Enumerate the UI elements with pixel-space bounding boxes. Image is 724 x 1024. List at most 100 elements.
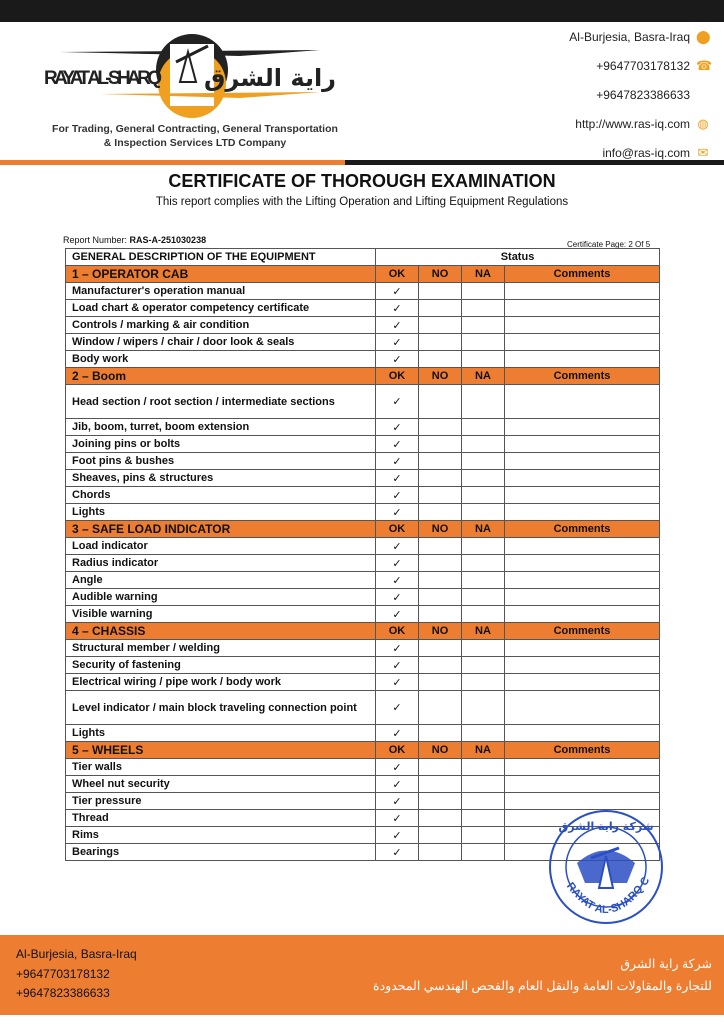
na-cell bbox=[461, 418, 505, 436]
col-header-no: NO bbox=[418, 367, 462, 385]
item-description: Structural member / welding bbox=[65, 639, 376, 657]
table-row: Wheel nut security ✓ bbox=[65, 775, 660, 793]
table-row: Lights ✓ bbox=[65, 503, 660, 521]
top-bar bbox=[0, 0, 724, 22]
na-cell bbox=[461, 843, 505, 861]
item-description: Radius indicator bbox=[65, 554, 376, 572]
ok-check-icon: ✓ bbox=[375, 843, 419, 861]
ok-check-icon: ✓ bbox=[375, 452, 419, 470]
comments-cell bbox=[504, 418, 660, 436]
ok-check-icon: ✓ bbox=[375, 554, 419, 572]
col-header-no: NO bbox=[418, 265, 462, 283]
table-row: Head section / root section / intermedia… bbox=[65, 384, 660, 419]
ok-check-icon: ✓ bbox=[375, 316, 419, 334]
item-description: Window / wipers / chair / door look & se… bbox=[65, 333, 376, 351]
header-rule-dark bbox=[345, 160, 724, 165]
ok-check-icon: ✓ bbox=[375, 486, 419, 504]
item-description: Tier pressure bbox=[65, 792, 376, 810]
status-header: Status bbox=[375, 248, 660, 266]
report-number-label: Report Number: bbox=[63, 235, 130, 245]
na-cell bbox=[461, 724, 505, 742]
item-description: Tier walls bbox=[65, 758, 376, 776]
comments-cell bbox=[504, 435, 660, 453]
no-cell bbox=[418, 418, 462, 436]
item-description: Jib, boom, turret, boom extension bbox=[65, 418, 376, 436]
col-header-na: NA bbox=[461, 265, 505, 283]
col-header-ok: OK bbox=[375, 367, 419, 385]
website-link[interactable]: http://www.ras-iq.com bbox=[575, 116, 690, 131]
ok-check-icon: ✓ bbox=[375, 690, 419, 725]
company-stamp: RAYAT AL-SHARQ Co. شركة راية الشرق bbox=[547, 808, 663, 924]
na-cell bbox=[461, 333, 505, 351]
no-cell bbox=[418, 282, 462, 300]
ok-check-icon: ✓ bbox=[375, 724, 419, 742]
footer-phone-1: +9647703178132 bbox=[16, 966, 110, 981]
item-description: Head section / root section / intermedia… bbox=[65, 384, 376, 419]
item-description: Sheaves, pins & structures bbox=[65, 469, 376, 487]
section-name: 3 – SAFE LOAD INDICATOR bbox=[65, 520, 376, 538]
col-header-no: NO bbox=[418, 741, 462, 759]
telephone-icon: ☎ bbox=[696, 57, 713, 73]
no-cell bbox=[418, 333, 462, 351]
na-cell bbox=[461, 435, 505, 453]
na-cell bbox=[461, 452, 505, 470]
col-header-comments: Comments bbox=[504, 741, 660, 759]
comments-cell bbox=[504, 282, 660, 300]
ok-check-icon: ✓ bbox=[375, 333, 419, 351]
na-cell bbox=[461, 775, 505, 793]
comments-cell bbox=[504, 758, 660, 776]
item-description: Wheel nut security bbox=[65, 775, 376, 793]
no-cell bbox=[418, 843, 462, 861]
item-description: Lights bbox=[65, 724, 376, 742]
comments-cell bbox=[504, 486, 660, 504]
item-description: Security of fastening bbox=[65, 656, 376, 674]
item-description: Lights bbox=[65, 503, 376, 521]
footer-company-desc-ar: للتجارة والمقاولات العامة والنقل العام و… bbox=[373, 979, 712, 993]
svg-text:RAYAT AL-SHARQ: RAYAT AL-SHARQ bbox=[44, 68, 162, 89]
table-row: Audible warning ✓ bbox=[65, 588, 660, 606]
no-cell bbox=[418, 605, 462, 623]
item-description: Body work bbox=[65, 350, 376, 368]
table-row: Controls / marking & air condition ✓ bbox=[65, 316, 660, 334]
item-description: Bearings bbox=[65, 843, 376, 861]
section-header-row: 3 – SAFE LOAD INDICATOR OK NO NA Comments bbox=[65, 520, 660, 538]
item-description: Audible warning bbox=[65, 588, 376, 606]
na-cell bbox=[461, 656, 505, 674]
ok-check-icon: ✓ bbox=[375, 775, 419, 793]
na-cell bbox=[461, 486, 505, 504]
footer-phone-2: +9647823386633 bbox=[16, 986, 110, 1000]
ok-check-icon: ✓ bbox=[375, 758, 419, 776]
item-description: Visible warning bbox=[65, 605, 376, 623]
comments-cell bbox=[504, 333, 660, 351]
ok-check-icon: ✓ bbox=[375, 826, 419, 844]
no-cell bbox=[418, 503, 462, 521]
table-row: Radius indicator ✓ bbox=[65, 554, 660, 572]
table-row: Lights ✓ bbox=[65, 724, 660, 742]
email-link[interactable]: info@ras-iq.com bbox=[602, 145, 690, 160]
svg-text:شركة راية الشرق: شركة راية الشرق bbox=[558, 820, 653, 833]
no-cell bbox=[418, 690, 462, 725]
location-pin-icon: ⬤ bbox=[696, 28, 711, 44]
page-title: CERTIFICATE OF THOROUGH EXAMINATION bbox=[168, 171, 556, 191]
comments-cell bbox=[504, 588, 660, 606]
na-cell bbox=[461, 826, 505, 844]
ok-check-icon: ✓ bbox=[375, 656, 419, 674]
section-name: 2 – Boom bbox=[65, 367, 376, 385]
inspection-table: GENERAL DESCRIPTION OF THE EQUIPMENT Sta… bbox=[65, 248, 660, 861]
no-cell bbox=[418, 673, 462, 691]
item-description: Manufacturer's operation manual bbox=[65, 282, 376, 300]
company-logo: RAYAT AL-SHARQ راية الشرق bbox=[44, 34, 336, 118]
ok-check-icon: ✓ bbox=[375, 588, 419, 606]
address: Al-Burjesia, Basra-Iraq bbox=[569, 29, 690, 44]
ok-check-icon: ✓ bbox=[375, 605, 419, 623]
col-header-na: NA bbox=[461, 520, 505, 538]
no-cell bbox=[418, 588, 462, 606]
ok-check-icon: ✓ bbox=[375, 384, 419, 419]
item-description: Thread bbox=[65, 809, 376, 827]
comments-cell bbox=[504, 639, 660, 657]
item-description: Angle bbox=[65, 571, 376, 589]
comments-cell bbox=[504, 656, 660, 674]
comments-cell bbox=[504, 571, 660, 589]
item-description: Joining pins or bolts bbox=[65, 435, 376, 453]
item-description: Controls / marking & air condition bbox=[65, 316, 376, 334]
